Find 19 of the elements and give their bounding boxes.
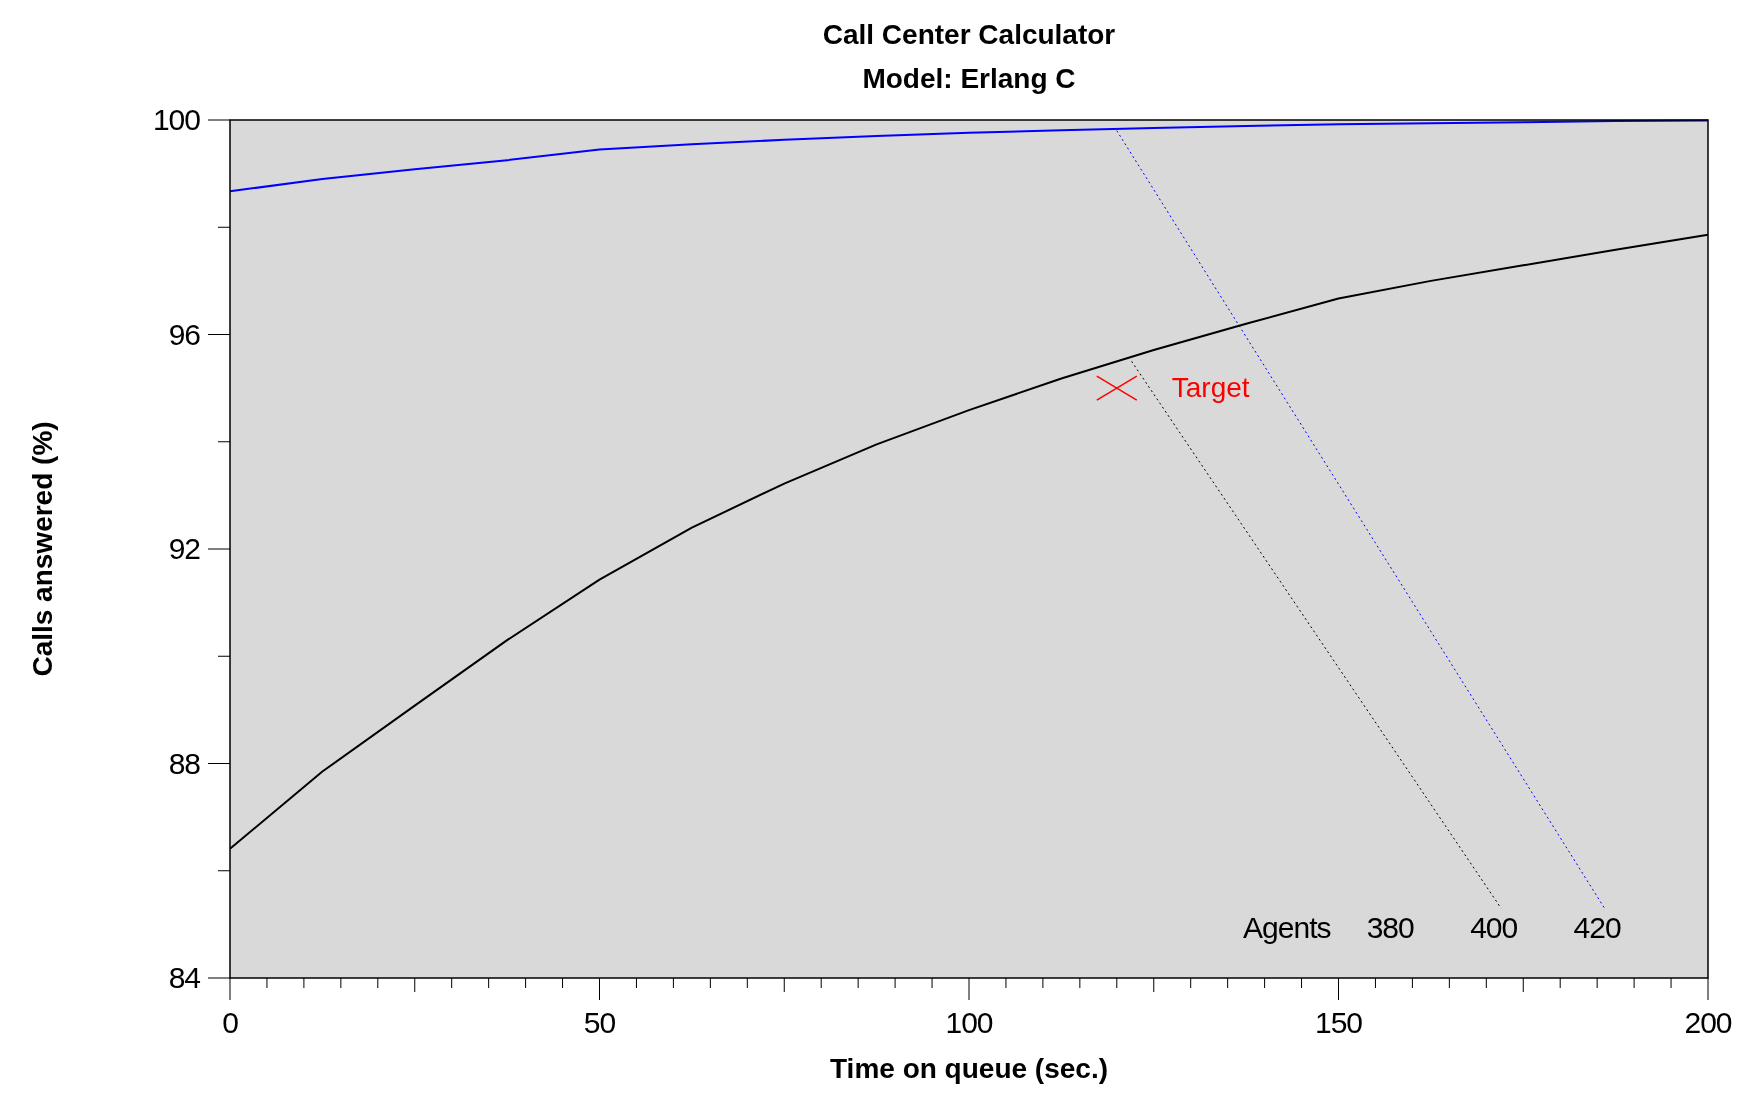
x-axis-title: Time on queue (sec.) bbox=[830, 1053, 1108, 1084]
x-tick-label: 150 bbox=[1314, 1006, 1363, 1039]
y-tick-label: 100 bbox=[152, 103, 201, 136]
x-tick-label: 50 bbox=[583, 1006, 616, 1039]
chart-title: Call Center Calculator bbox=[822, 19, 1116, 50]
x-tick-label: 100 bbox=[945, 1006, 993, 1039]
y-axis-title: Calls answered (%) bbox=[27, 421, 58, 677]
series-label: Target bbox=[1171, 372, 1250, 404]
y-tick-label: 88 bbox=[168, 746, 201, 780]
x-tick-label: 0 bbox=[222, 1006, 239, 1039]
annotation: 380 bbox=[1366, 911, 1415, 944]
y-tick-label: 96 bbox=[168, 317, 201, 351]
x-tick-label: 200 bbox=[1684, 1006, 1732, 1039]
chart-subtitle: Model: Erlang C bbox=[862, 63, 1076, 94]
annotation: Agents bbox=[1243, 911, 1331, 944]
y-tick-label: 92 bbox=[168, 532, 201, 565]
annotation: 420 bbox=[1573, 911, 1621, 944]
annotation: 400 bbox=[1470, 911, 1518, 944]
y-tick-label: 84 bbox=[168, 961, 201, 994]
